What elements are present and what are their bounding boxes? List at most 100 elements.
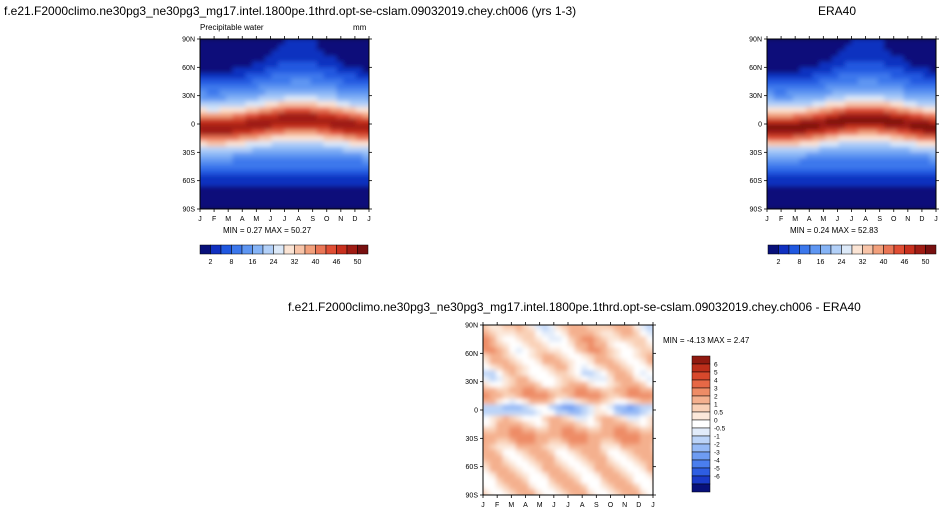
x-tick-label: F [495,502,499,509]
x-tick-label: J [566,502,570,509]
x-tick-label: J [651,502,655,509]
x-tick-label: N [622,502,627,509]
x-tick-label: F [212,216,216,223]
colorbar-swatch [914,244,926,255]
x-tick-label: J [481,502,485,509]
y-tick-label: 30N [182,93,195,100]
y-tick-label: 60S [466,464,479,471]
x-tick-label: S [594,502,599,509]
y-tick-label: 30S [466,436,479,443]
x-tick-label: J [283,216,287,223]
colorbar-label: 2 [777,259,781,266]
colorbar-swatch [231,244,243,255]
colorbar-swatch [691,355,711,365]
colorbar-swatch [357,244,369,255]
colorbar-label: 46 [901,259,909,266]
colorbar-swatch [346,244,358,255]
colorbar-label: 0 [714,418,718,425]
colorbar-label: 4 [714,378,718,385]
colorbar-label: -5 [714,466,720,473]
colorbar-swatch [883,244,895,255]
colorbar-swatch [691,419,711,429]
y-tick-label: 30S [750,150,763,157]
x-tick-label: S [310,216,315,223]
panel2-stats: MIN = 0.24 MAX = 52.83 [790,226,879,235]
colorbar-swatch [691,483,711,493]
x-tick-label: O [324,216,330,223]
colorbar-label: 24 [270,259,278,266]
colorbar-swatch [273,244,285,255]
heatmap-difference [483,325,653,495]
colorbar-swatch [809,244,821,255]
colorbar-swatch [691,467,711,477]
x-tick-label: N [338,216,343,223]
x-tick-label: A [523,502,528,509]
colorbar-swatch [691,427,711,437]
colorbar-swatch [691,371,711,381]
x-tick-label: N [905,216,910,223]
y-tick-label: 60N [182,65,195,72]
x-tick-label: J [367,216,371,223]
colorbar-label: 24 [838,259,846,266]
colorbar-swatch [841,244,853,255]
colorbar-label: 8 [230,259,234,266]
x-tick-label: O [608,502,614,509]
colorbar-swatch [691,443,711,453]
y-tick-label: 60N [749,65,762,72]
colorbar-label: 16 [249,259,257,266]
y-tick-label: 90S [466,493,479,500]
panel1-stats: MIN = 0.27 MAX = 50.27 [223,226,312,235]
x-tick-label: J [552,502,556,509]
panel3-title: f.e21.F2000climo.ne30pg3_ne30pg3_mg17.in… [288,300,861,314]
y-tick-label: 90S [750,207,763,214]
colorbar-label: 40 [312,259,320,266]
y-tick-label: 90N [182,37,195,44]
y-tick-label: 90S [183,207,196,214]
colorbar-label: 1 [714,402,718,409]
colorbar-label: -2 [714,442,720,449]
x-tick-label: J [850,216,854,223]
colorbar-swatch [691,379,711,389]
colorbar-swatch [220,244,232,255]
y-tick-label: 0 [474,408,478,415]
colorbar-label: 50 [922,259,930,266]
colorbar-swatch [691,459,711,469]
colorbar-swatch [241,244,253,255]
colorbar-swatch [778,244,790,255]
y-tick-label: 60N [465,351,478,358]
x-tick-label: M [253,216,259,223]
colorbar-label: 32 [291,259,299,266]
y-tick-label: 30N [749,93,762,100]
y-tick-label: 90N [465,323,478,330]
colorbar-swatch [691,363,711,373]
x-tick-label: A [807,216,812,223]
colorbar-swatch [304,244,316,255]
y-tick-label: 0 [758,122,762,129]
panel3-stats: MIN = -4.13 MAX = 2.47 [663,336,750,345]
colorbar-label: 16 [817,259,825,266]
colorbar-swatch [767,244,779,255]
colorbar-swatch [315,244,327,255]
x-tick-label: M [508,502,514,509]
x-tick-label: M [792,216,798,223]
panel1-subtitle: Precipitable water [200,23,264,32]
colorbar-swatch [820,244,832,255]
colorbar-label: 2 [209,259,213,266]
x-tick-label: O [891,216,897,223]
colorbar-swatch [872,244,884,255]
colorbar-swatch [691,435,711,445]
colorbar-swatch [691,475,711,485]
colorbar-swatch [691,411,711,421]
y-tick-label: 30N [465,379,478,386]
x-tick-label: D [352,216,357,223]
x-tick-label: F [779,216,783,223]
y-tick-label: 0 [191,122,195,129]
colorbar-swatch [691,395,711,405]
x-tick-label: A [580,502,585,509]
colorbar-label: 6 [714,362,718,369]
colorbar-swatch [788,244,800,255]
x-tick-label: S [877,216,882,223]
colorbar-swatch [252,244,264,255]
x-tick-label: J [836,216,840,223]
